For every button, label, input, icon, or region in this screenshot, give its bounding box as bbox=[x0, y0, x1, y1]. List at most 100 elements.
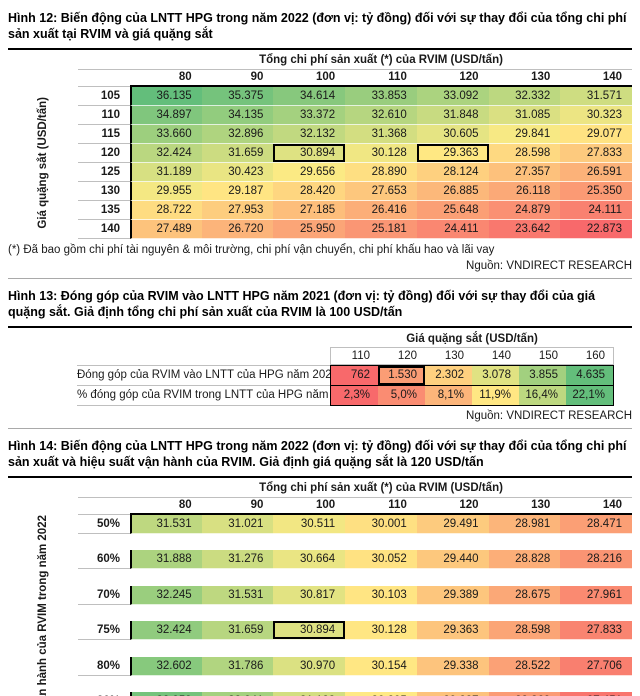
heatmap-cell: 29.287 bbox=[416, 692, 489, 696]
heatmap-cell: 32.424 bbox=[130, 144, 202, 163]
heatmap-cell: 32.132 bbox=[273, 125, 346, 144]
heatmap-cell: 27.451 bbox=[560, 692, 632, 696]
figure-12-section: Hình 12: Biến động của LNTT HPG trong nă… bbox=[8, 10, 632, 279]
heatmap-cell: 31.848 bbox=[416, 106, 489, 125]
heatmap-cell: 28.598 bbox=[488, 621, 561, 641]
figure-13-source: Nguồn: VNDIRECT RESEARCH bbox=[466, 410, 632, 422]
row-header: 80% bbox=[78, 657, 130, 676]
heatmap-cell: 31.786 bbox=[201, 656, 274, 676]
heatmap-data-grid: 762 1.530 2.302 3.078 3.855 4.635 2,3% 5,0% 8,1%… bbox=[330, 365, 614, 406]
heatmap-cell: 26.591 bbox=[560, 163, 632, 182]
heatmap-cell: 25.648 bbox=[416, 201, 489, 220]
column-header: 140 bbox=[560, 70, 632, 87]
heatmap-cell: 31.659 bbox=[201, 144, 274, 163]
heatmap-cell: 31.571 bbox=[560, 87, 632, 106]
highlighted-heatmap-cell: 29.363 bbox=[416, 144, 489, 163]
heatmap-cell: 29.491 bbox=[416, 515, 489, 534]
column-header: 90 bbox=[201, 498, 274, 515]
row-header: 125 bbox=[78, 163, 130, 182]
heatmap-cell: 26.885 bbox=[416, 182, 489, 201]
heatmap-cell: 22.873 bbox=[560, 220, 632, 239]
heatmap-cell: 23.642 bbox=[488, 220, 561, 239]
heatmap-cell: 29.440 bbox=[416, 550, 489, 570]
heatmap-cell: 30.205 bbox=[345, 692, 417, 696]
row-label-column: Đóng góp của RVIM vào LNTT của HPG năm 2… bbox=[77, 331, 330, 406]
heatmap-cell: 28.981 bbox=[488, 515, 561, 534]
column-header: 140 bbox=[560, 498, 632, 515]
heatmap-cell: 30.103 bbox=[345, 585, 417, 605]
heatmap-cell: 34.897 bbox=[130, 106, 202, 125]
heatmap-cell: 28.828 bbox=[488, 550, 561, 570]
column-header: 160 bbox=[585, 350, 605, 362]
column-header: 130 bbox=[488, 498, 561, 515]
heatmap-cell: 28.471 bbox=[560, 515, 632, 534]
section-divider-1 bbox=[8, 278, 632, 279]
heatmap-cell: 2,3% bbox=[331, 386, 378, 405]
heatmap-cell: 34.135 bbox=[201, 106, 274, 125]
column-header: 140 bbox=[491, 350, 511, 362]
axis-title-underline bbox=[78, 53, 130, 70]
heatmap-cell: 33.660 bbox=[130, 125, 202, 144]
figure-13-title: Hình 13: Đóng góp của RVIM vào LNTT HPG … bbox=[8, 289, 596, 319]
heatmap-cell: 27.706 bbox=[560, 656, 632, 676]
row-header: 105 bbox=[78, 87, 130, 106]
heatmap-cell: 28.522 bbox=[488, 656, 561, 676]
heatmap-cell: 30.970 bbox=[273, 656, 346, 676]
figure-13-title-rule bbox=[8, 326, 632, 328]
heatmap-cell: 31.531 bbox=[201, 585, 274, 605]
heatmap-cell: 26.720 bbox=[201, 220, 274, 239]
heatmap-cell: 25.181 bbox=[345, 220, 417, 239]
heatmap-cell: 2.302 bbox=[425, 366, 472, 386]
heatmap-cell: 28.675 bbox=[488, 585, 561, 605]
row-header: 110 bbox=[78, 106, 130, 125]
row-header: 70% bbox=[78, 586, 130, 605]
heatmap-cell: 31.021 bbox=[201, 515, 274, 534]
figure-12-title-rule bbox=[8, 48, 632, 50]
row-label: % đóng góp của RVIM trong LNTT của HPG n… bbox=[77, 386, 330, 406]
heatmap-cell: 25.350 bbox=[560, 182, 632, 201]
heatmap-cell: 31.368 bbox=[345, 125, 417, 144]
row-header: 130 bbox=[78, 182, 130, 201]
heatmap-cell: 26.416 bbox=[345, 201, 417, 220]
column-header: 120 bbox=[416, 70, 489, 87]
column-header: 120 bbox=[416, 498, 489, 515]
heatmap-cell: 31.123 bbox=[273, 692, 346, 696]
heatmap-cell: 30.154 bbox=[345, 656, 417, 676]
heatmap-cell: 22,1% bbox=[566, 386, 613, 405]
heatmap-cell: 28.598 bbox=[488, 144, 561, 163]
heatmap-cell: 29.187 bbox=[201, 182, 274, 201]
heatmap-cell: 29.656 bbox=[273, 163, 346, 182]
heatmap-cell: 28.369 bbox=[488, 692, 561, 696]
y-axis-title: Giá quặng sắt (USD/tấn) bbox=[8, 87, 78, 239]
heatmap-cell: 762 bbox=[331, 366, 378, 386]
heatmap-cell: 31.085 bbox=[488, 106, 561, 125]
column-header-row: 110 120 130 140 150 160 bbox=[330, 347, 614, 365]
column-header: 110 bbox=[351, 350, 370, 362]
heatmap-cell: 24.111 bbox=[560, 201, 632, 220]
table-corner bbox=[78, 498, 130, 515]
row-header: 140 bbox=[78, 220, 130, 239]
highlighted-heatmap-cell: 30.894 bbox=[273, 621, 346, 641]
heatmap-cell: 33.092 bbox=[416, 87, 489, 106]
heatmap-cell: 35.375 bbox=[201, 87, 274, 106]
heatmap-cell: 24.411 bbox=[416, 220, 489, 239]
heatmap-cell: 30.423 bbox=[201, 163, 274, 182]
heatmap-cell: 30.511 bbox=[273, 515, 346, 534]
figure-12-title: Hình 12: Biến động của LNTT HPG trong nă… bbox=[8, 11, 627, 41]
figure-14-section: Hình 14: Biến động của LNTT HPG trong nă… bbox=[8, 438, 632, 696]
row-header: 60% bbox=[78, 550, 130, 570]
heatmap-cell: 32.896 bbox=[201, 125, 274, 144]
figure-14-title-rule bbox=[8, 476, 632, 478]
heatmap-cell: 27.833 bbox=[560, 144, 632, 163]
x-axis-title: Giá quặng sắt (USD/tấn) bbox=[406, 333, 538, 345]
figure-13-heatmap-table: Đóng góp của RVIM vào LNTT của HPG năm 2… bbox=[77, 331, 614, 406]
heatmap-cell: 30.605 bbox=[416, 125, 489, 144]
heatmap-cell: 30.128 bbox=[345, 144, 417, 163]
heatmap-cell: 28.420 bbox=[273, 182, 346, 201]
heatmap-cell: 16,4% bbox=[519, 386, 566, 405]
heatmap-cell: 8,1% bbox=[425, 386, 472, 405]
row-header: 120 bbox=[78, 144, 130, 163]
heatmap-cell: 28.124 bbox=[416, 163, 489, 182]
heatmap-cell: 11,9% bbox=[472, 386, 519, 405]
section-divider-2 bbox=[8, 428, 632, 429]
